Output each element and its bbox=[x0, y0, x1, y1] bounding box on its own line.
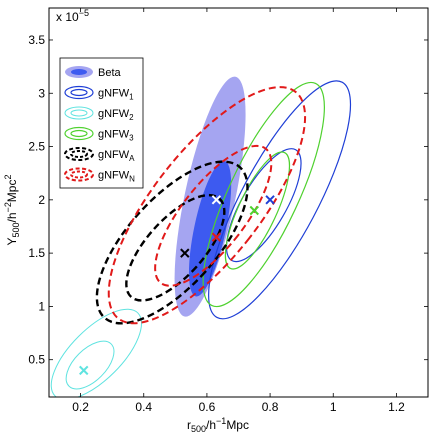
legend-label: gNFWA bbox=[98, 149, 135, 163]
legend-entry-gnfw-1: gNFW1 bbox=[64, 85, 134, 102]
legend-label: gNFW2 bbox=[98, 108, 134, 122]
best-fit-marker-beta bbox=[211, 195, 222, 205]
legend-entry-gnfw-a: gNFWA bbox=[64, 147, 135, 163]
contour-layer bbox=[50, 76, 352, 397]
legend-swatch-inner bbox=[70, 170, 88, 179]
legend-entry-gnfw-2: gNFW2 bbox=[64, 106, 134, 122]
legend-label: gNFW1 bbox=[98, 88, 134, 102]
contour-gnfw-n-level-1 bbox=[107, 86, 307, 325]
best-fit-marker-gnfw-1 bbox=[265, 195, 275, 205]
contour-gnfw-2-level-1 bbox=[50, 308, 143, 397]
x-axis-label: r500/h−1Mpc bbox=[187, 416, 249, 434]
plot-area-frame bbox=[48, 7, 429, 398]
best-fit-marker-gnfw-a bbox=[180, 248, 190, 258]
contour-gnfw-a-level-2 bbox=[125, 193, 226, 302]
x-tick-label: 0.6 bbox=[199, 400, 216, 414]
legend-swatch bbox=[64, 147, 94, 161]
x-tick-label: 0.2 bbox=[72, 400, 89, 414]
y-tick-label: 1.5 bbox=[28, 246, 45, 260]
legend-swatch bbox=[64, 85, 94, 100]
contour-gnfw-3-level-1 bbox=[202, 81, 325, 308]
legend: Beta gNFW1 gNFW2 gNFW3 gNFWA gNFWN bbox=[59, 57, 144, 189]
legend-label: gNFW3 bbox=[98, 129, 134, 143]
best-fit-marker-gnfw-n bbox=[211, 232, 222, 242]
legend-swatch bbox=[64, 126, 94, 141]
legend-swatch bbox=[64, 167, 94, 182]
contour-gnfw-3-level-2 bbox=[224, 151, 291, 270]
legend-swatch bbox=[64, 106, 94, 120]
legend-label: gNFWN bbox=[98, 170, 135, 184]
axis-tick-layer: 0.2 0.4 0.6 0.8 1 1.2 0.5 1 1.5 2 2.5 3 3.5 bbox=[28, 8, 428, 414]
legend-swatch-inner bbox=[71, 69, 87, 75]
legend-entry-gnfw-n: gNFWN bbox=[64, 167, 135, 184]
x-tick-label: 0.8 bbox=[262, 400, 279, 414]
contour-gnfw-1-level-1 bbox=[208, 80, 352, 320]
y-tick-label: 2 bbox=[38, 193, 45, 207]
y-tick-label: 2.5 bbox=[28, 140, 45, 154]
y-tick-label: 3 bbox=[38, 86, 45, 100]
legend-swatch-inner bbox=[70, 109, 88, 117]
legend-label: Beta bbox=[98, 67, 122, 79]
contour-gnfw-2-level-2 bbox=[65, 340, 115, 390]
y-tick-label: 1 bbox=[38, 299, 45, 313]
y-tick-label: 3.5 bbox=[28, 33, 45, 47]
x-tick-label: 0.4 bbox=[135, 400, 152, 414]
best-fit-marker-gnfw-3 bbox=[249, 205, 259, 216]
legend-swatch-inner bbox=[70, 129, 88, 138]
x-tick-label: 1 bbox=[330, 400, 337, 414]
legend-box bbox=[59, 57, 144, 189]
y-axis-label: Y500/h−2Mpc2 bbox=[3, 174, 21, 245]
y-tick-label: 0.5 bbox=[28, 353, 45, 367]
best-fit-marker-layer bbox=[79, 195, 275, 376]
legend-swatch-inner bbox=[70, 150, 88, 158]
best-fit-marker-gnfw-2 bbox=[79, 365, 89, 376]
legend-entry-gnfw-3: gNFW3 bbox=[64, 126, 134, 143]
y-axis-multiplier: x 10−5 bbox=[56, 8, 89, 24]
contour-gnfw-a-level-1 bbox=[95, 160, 249, 325]
legend-entry-beta: Beta bbox=[65, 66, 122, 79]
legend-swatch-inner bbox=[70, 88, 88, 97]
x-tick-label: 1.2 bbox=[388, 400, 405, 414]
contour-gnfw-n-level-2 bbox=[154, 144, 273, 287]
